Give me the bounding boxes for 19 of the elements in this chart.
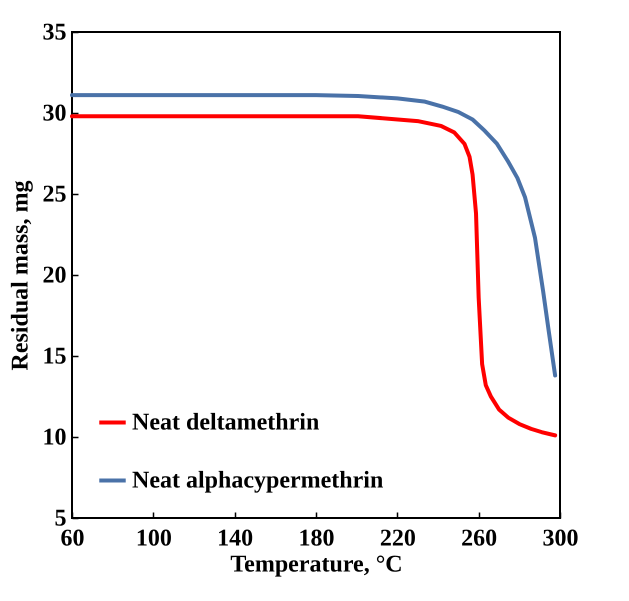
- line-series: [70, 93, 558, 378]
- y-tick-label: 15: [42, 344, 66, 370]
- line-series: [70, 114, 558, 438]
- y-tick-label: 35: [42, 20, 66, 46]
- y-tick-label: 25: [42, 182, 66, 208]
- x-tick-label: 220: [380, 526, 416, 552]
- x-tick-label: 300: [542, 526, 578, 552]
- x-tick-label: 260: [461, 526, 498, 552]
- legend-label: Neat deltamethrin: [132, 410, 320, 436]
- y-tick-label: 20: [42, 262, 66, 288]
- x-tick-label: 100: [136, 526, 172, 552]
- x-tick-label: 140: [217, 526, 254, 552]
- x-axis-title: Temperature, °C: [230, 552, 403, 578]
- x-tick-label: 180: [298, 526, 334, 552]
- x-tick-label: 60: [60, 526, 84, 552]
- legend-label: Neat alphacypermethrin: [132, 468, 384, 494]
- y-tick-label: 30: [42, 100, 66, 126]
- y-axis-title: Residual mass, mg: [8, 180, 34, 371]
- y-tick-label: 10: [42, 424, 66, 450]
